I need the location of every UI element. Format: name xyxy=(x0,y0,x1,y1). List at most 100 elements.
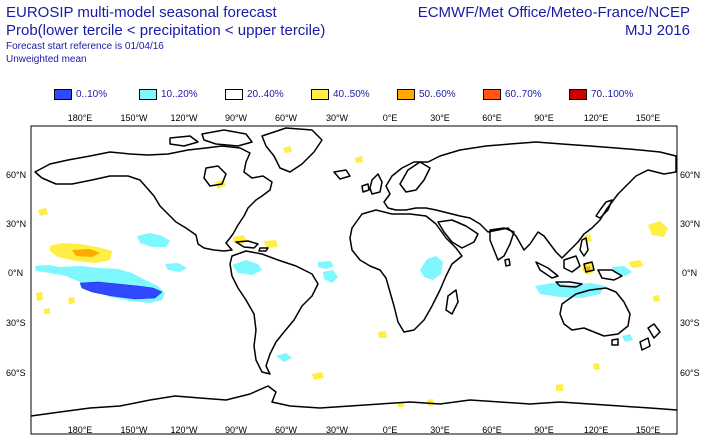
yellow-patch xyxy=(583,234,592,242)
lat-label: 60°S xyxy=(6,368,26,378)
coastline-tasmania xyxy=(611,338,619,346)
orange-patch xyxy=(72,249,100,257)
coastline-indonesia xyxy=(535,261,559,279)
yellow-patch xyxy=(44,308,50,314)
lon-label: 180°E xyxy=(68,425,93,435)
lon-label: 180°E xyxy=(68,113,93,123)
lon-label: 90°W xyxy=(225,425,248,435)
yellow-patch xyxy=(648,221,668,237)
coastlines xyxy=(30,127,678,417)
lon-label: 60°E xyxy=(482,113,502,123)
cyan-patch xyxy=(622,334,633,342)
yellow-patch xyxy=(264,240,278,248)
legend-label: 0..10% xyxy=(76,89,108,100)
yellow-patch xyxy=(427,399,434,406)
lon-label: 120°E xyxy=(584,113,609,123)
yellow-patch xyxy=(593,363,600,370)
coastline-caribbean xyxy=(258,247,269,252)
forecast-start-reference: Forecast start reference is 01/04/16 xyxy=(6,41,164,52)
weighting-note: Unweighted mean xyxy=(6,54,87,65)
yellow-patch xyxy=(283,146,292,153)
lon-label: 150°W xyxy=(120,425,148,435)
legend-swatch xyxy=(139,89,157,100)
yellow-patch xyxy=(355,156,363,163)
lon-label: 60°W xyxy=(275,425,298,435)
yellow-patch xyxy=(36,292,43,301)
lon-label: 120°W xyxy=(170,425,198,435)
lon-label: 0°E xyxy=(383,113,398,123)
cyan-patch xyxy=(323,270,338,283)
coastline-indonesia xyxy=(583,261,595,273)
lat-label: 30°S xyxy=(680,318,700,328)
coastline-iceland xyxy=(333,169,351,180)
map-title: EUROSIP multi-model seasonal forecast xyxy=(6,4,277,21)
probability-patches xyxy=(35,146,668,407)
yellow-patch xyxy=(38,208,48,216)
map-subtitle: Prob(lower tercile < precipitation < upp… xyxy=(6,22,326,39)
legend-label: 10..20% xyxy=(161,89,198,100)
coastline-africa xyxy=(349,209,463,333)
cyan-patch xyxy=(276,353,292,362)
forecast-period: MJJ 2016 xyxy=(624,22,690,39)
lon-label: 120°E xyxy=(584,425,609,435)
legend-label: 50..60% xyxy=(419,89,456,100)
header-right: ECMWF/Met Office/Meteo-France/NCEP MJJ 2… xyxy=(418,4,690,40)
coastline-indonesia xyxy=(563,255,581,273)
yellow-patch xyxy=(68,297,75,304)
cyan-patch xyxy=(137,233,170,247)
lon-label: 30°E xyxy=(430,113,450,123)
lon-labels-bottom: 180°E 150°W 120°W 90°W 60°W 30°W 0°E 30°… xyxy=(68,425,661,435)
legend-swatch xyxy=(569,89,587,100)
lat-label: 0°N xyxy=(682,268,697,278)
cyan-patch xyxy=(165,263,187,272)
coastline-north-america xyxy=(34,145,273,252)
header-left: EUROSIP multi-model seasonal forecast Pr… xyxy=(6,4,325,66)
coastline-eurasia xyxy=(383,141,677,259)
yellow-patch xyxy=(378,331,387,338)
lon-label: 150°E xyxy=(636,425,661,435)
coastline-philippines xyxy=(579,237,589,257)
legend-swatch xyxy=(483,89,501,100)
legend-swatch xyxy=(311,89,329,100)
lon-label: 150°E xyxy=(636,113,661,123)
lon-label: 60°E xyxy=(482,425,502,435)
yellow-patch xyxy=(312,372,324,380)
lon-labels-top: 180°E 150°W 120°W 90°W 60°W 30°W 0°E 30°… xyxy=(68,113,661,123)
lat-labels-right: 60°N 30°N 0°N 30°S 60°S xyxy=(680,170,700,378)
coastline-caribbean xyxy=(235,240,259,249)
lat-label: 60°N xyxy=(6,170,26,180)
coastline-australia xyxy=(559,287,631,337)
coastline-antarctica xyxy=(30,385,678,417)
yellow-patch xyxy=(556,384,563,391)
coastline-new-guinea xyxy=(597,269,623,281)
coastline-arabia xyxy=(437,219,479,249)
coastline-new-zealand xyxy=(639,337,651,351)
coastline-sri-lanka xyxy=(504,258,511,267)
yellow-patch xyxy=(628,260,644,268)
legend-label: 70..100% xyxy=(591,89,634,100)
lon-label: 90°E xyxy=(534,113,554,123)
lon-label: 150°W xyxy=(120,113,148,123)
legend-swatch xyxy=(397,89,415,100)
lat-label: 30°N xyxy=(680,219,700,229)
cyan-patch xyxy=(318,261,334,269)
coastline-british-isles xyxy=(369,173,383,195)
lat-label: 0°N xyxy=(8,268,23,278)
forecast-centres: ECMWF/Met Office/Meteo-France/NCEP xyxy=(417,4,690,21)
map-area: 180°E 150°W 120°W 90°W 60°W 30°W 0°E 30°… xyxy=(0,110,706,437)
lat-label: 60°S xyxy=(680,368,700,378)
cyan-patch xyxy=(232,260,262,275)
cyan-patch xyxy=(535,283,605,298)
coastline-arctic-islands xyxy=(201,129,253,147)
coastline-new-zealand xyxy=(647,323,661,339)
lon-label: 0°E xyxy=(383,425,398,435)
coastline-madagascar xyxy=(445,289,459,315)
legend-label: 40..50% xyxy=(333,89,370,100)
coastline-british-isles xyxy=(361,183,370,193)
lon-label: 30°W xyxy=(326,425,349,435)
blue-patch xyxy=(79,281,163,300)
yellow-patch xyxy=(653,295,660,302)
lat-label: 30°S xyxy=(6,318,26,328)
lon-label: 120°W xyxy=(170,113,198,123)
lat-label: 30°N xyxy=(6,219,26,229)
